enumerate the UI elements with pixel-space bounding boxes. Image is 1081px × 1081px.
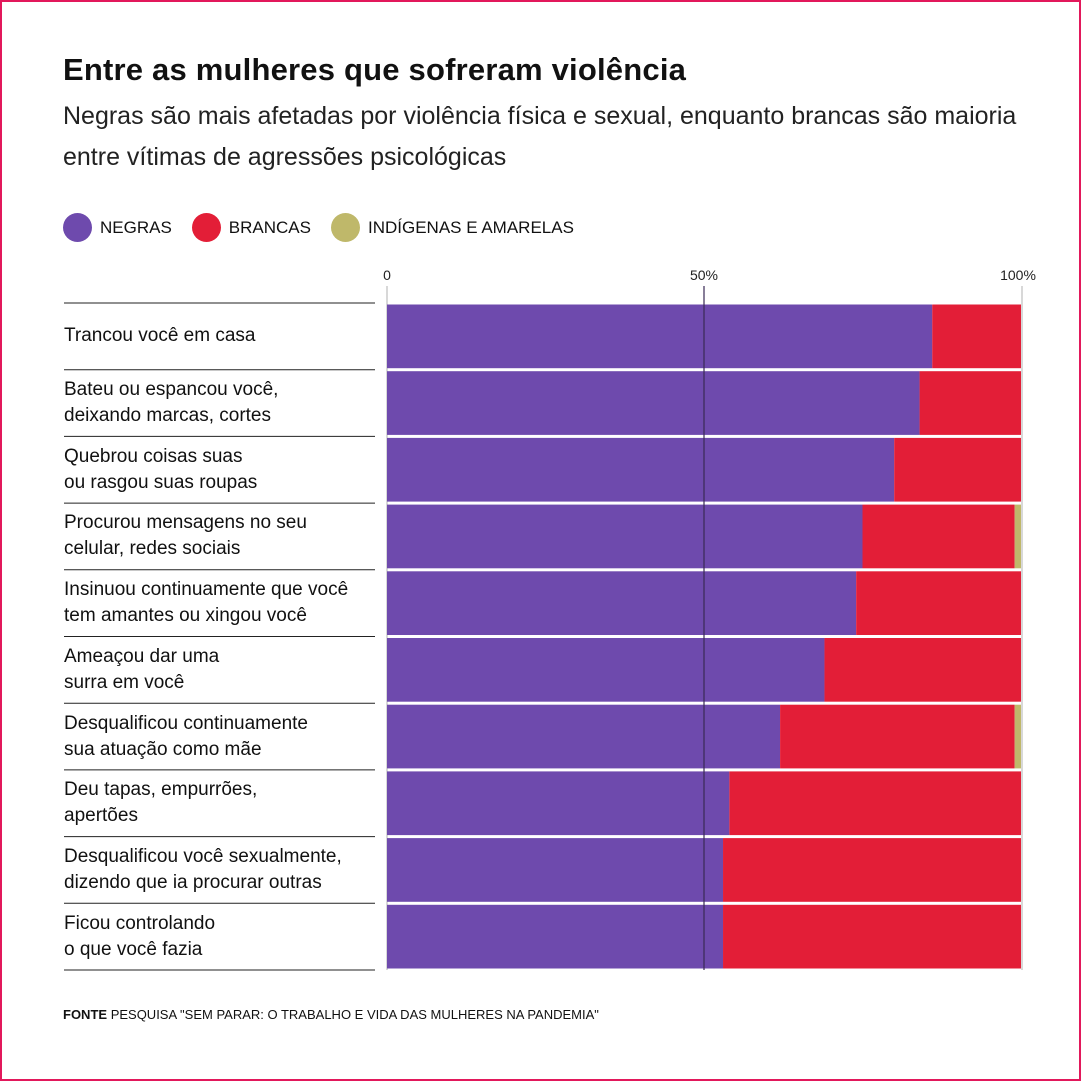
bar-segment-brancas: [932, 304, 1021, 369]
category-label: Desqualificou você sexualmente, dizendo q…: [64, 844, 384, 896]
source-text: PESQUISA "SEM PARAR: O TRABALHO E VIDA D…: [110, 1007, 599, 1022]
bar-segment-brancas: [824, 638, 1021, 702]
category-label: Procurou mensagens no seu celular, redes …: [64, 510, 384, 562]
category-label-line: Desqualificou você sexualmente,: [64, 845, 342, 867]
category-label-line: apertões: [64, 805, 138, 827]
category-label: Deu tapas, empurrões, apertões: [64, 777, 384, 829]
category-label-line: Insinuou continuamente que você: [64, 579, 349, 601]
bar-segment-negras: [387, 371, 920, 435]
legend: NEGRAS BRANCAS INDÍGENAS E AMARELAS: [63, 213, 594, 242]
bar-segment-negras: [387, 704, 781, 769]
source-label: FONTE: [63, 1007, 108, 1022]
legend-label: BRANCAS: [228, 217, 311, 237]
category-label-line: celular, redes sociais: [64, 538, 241, 560]
bar-segment-brancas: [780, 704, 1015, 769]
category-label-line: ou rasgou suas roupas: [64, 471, 258, 493]
category-label: Ficou controlando o que você fazia: [64, 911, 384, 963]
bar-segment-brancas: [723, 904, 1021, 969]
category-label: Ameaçou dar uma surra em você: [64, 644, 384, 696]
legend-swatch-brancas: [191, 213, 221, 242]
category-label: Insinuou continuamente que você tem amant…: [64, 577, 384, 629]
legend-item-negras: NEGRAS: [63, 213, 172, 242]
bar-segment-negras: [387, 504, 863, 569]
source-note: FONTE PESQUISA "SEM PARAR: O TRABALHO E …: [63, 1007, 599, 1022]
category-label: Desqualificou continuamente sua atuação c…: [64, 711, 384, 763]
bar-segment-negras: [387, 304, 933, 369]
bar-segment-indigenas: [1014, 704, 1021, 769]
bar-segment-brancas: [862, 504, 1015, 569]
x-tick-label: 0: [383, 267, 391, 283]
bar-segment-indigenas: [1014, 504, 1021, 569]
bar-segment-brancas: [729, 771, 1021, 836]
category-label-line: sua atuação como mãe: [64, 738, 262, 760]
bar-segment-negras: [387, 437, 895, 502]
category-label-line: Quebrou coisas suas: [64, 445, 243, 467]
legend-label: INDÍGENAS E AMARELAS: [367, 217, 574, 237]
category-label-line: Procurou mensagens no seu: [64, 512, 307, 534]
bar-segment-negras: [387, 571, 857, 635]
category-label-line: deixando marcas, cortes: [64, 405, 271, 427]
category-label-line: o que você fazia: [64, 938, 203, 960]
legend-item-brancas: BRANCAS: [191, 213, 311, 242]
x-tick-label: 100%: [1000, 267, 1036, 283]
bar-segment-negras: [387, 904, 724, 969]
category-label: Trancou você em casa: [64, 323, 384, 349]
bar-segment-negras: [387, 771, 730, 836]
chart-subtitle: Negras são mais afetadas por violência f…: [63, 102, 1017, 171]
bar-segment-brancas: [919, 371, 1021, 435]
category-label: Quebrou coisas suas ou rasgou suas roupas: [64, 444, 384, 496]
legend-swatch-indigenas: [330, 213, 360, 242]
bar-segment-negras: [387, 638, 825, 702]
bar-segment-negras: [387, 838, 724, 902]
category-label-line: Deu tapas, empurrões,: [64, 779, 258, 801]
category-label-line: Ficou controlando: [64, 912, 216, 934]
category-label-line: dizendo que ia procurar outras: [64, 871, 322, 893]
bar-segment-brancas: [723, 838, 1021, 902]
category-label: Bateu ou espancou você, deixando marcas, …: [64, 377, 384, 429]
x-tick-label: 50%: [690, 267, 718, 283]
legend-swatch-negras: [63, 213, 92, 242]
chart-title: Entre as mulheres que sofreram violência: [63, 52, 687, 87]
legend-label: NEGRAS: [100, 217, 172, 237]
category-label-line: Trancou você em casa: [64, 325, 256, 347]
category-label-line: surra em você: [64, 671, 185, 693]
legend-item-indigenas: INDÍGENAS E AMARELAS: [330, 213, 574, 242]
category-label-line: Bateu ou espancou você,: [64, 379, 279, 401]
category-label-line: Desqualificou continuamente: [64, 712, 308, 734]
bar-segment-brancas: [894, 437, 1021, 502]
category-label-line: tem amantes ou xingou você: [64, 605, 307, 627]
bar-segment-brancas: [856, 571, 1021, 635]
category-label-line: Ameaçou dar uma: [64, 645, 220, 667]
